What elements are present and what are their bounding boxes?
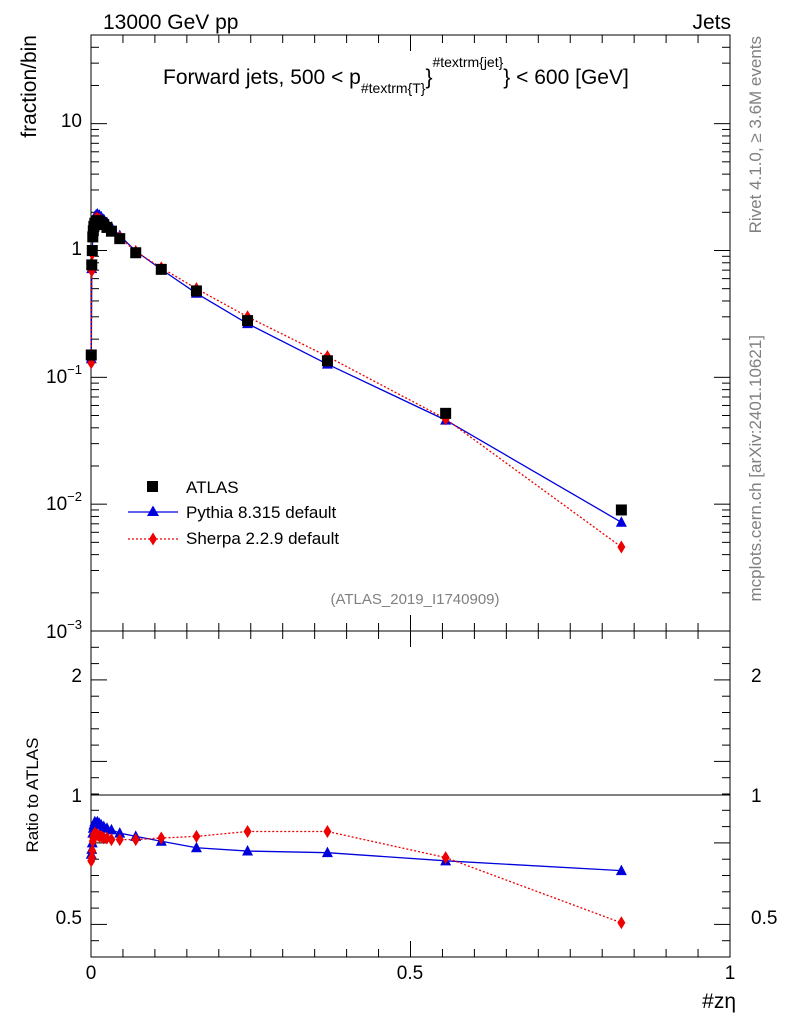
ratio-series-group [85, 815, 627, 930]
atlas-point-2 [86, 244, 98, 256]
y-tick-label-1: 1 [71, 239, 82, 260]
ratio-sherpa-point-18 [243, 824, 252, 838]
ratio-sherpa-point-2 [88, 844, 97, 858]
y-tick-label-1e-2: 10−2 [46, 489, 82, 515]
x-tick-label-0: 0 [86, 963, 97, 984]
ratio-pythia-point-13 [105, 823, 117, 835]
y-tick-label-1e-3: 10−3 [46, 617, 82, 643]
ratio-tick-label-2-right: 2 [751, 666, 762, 687]
x-tick-label-1: 1 [725, 963, 736, 984]
ratio-pythia-point-14 [114, 827, 126, 838]
ratio-panel-frame [90, 630, 731, 958]
chart-title-end: } < 600 [GeV] [503, 66, 629, 89]
atlas-point-20 [440, 407, 452, 419]
ratio-sherpa-point-21 [617, 916, 626, 930]
ratio-pythia-point-19 [321, 846, 333, 858]
y-tick-label-10: 10 [61, 111, 82, 132]
rivet-version-label: Rivet 4.1.0, ≥ 3.6M events [746, 36, 765, 233]
atlas-point-1 [86, 259, 98, 271]
y-tick-label-1e-1: 10−1 [46, 362, 82, 388]
atlas-point-18 [242, 315, 254, 327]
legend: ATLAS Pythia 8.315 default Sherpa 2.2.9 … [128, 478, 339, 548]
ratio-tick-label-1-left: 1 [71, 786, 82, 807]
sherpa-line [90, 217, 622, 548]
pythia-point-21 [615, 516, 627, 527]
x-tick-label-05: 0.5 [397, 963, 423, 984]
legend-atlas-marker [147, 481, 158, 492]
ratio-sherpa-point-20 [441, 851, 450, 865]
atlas-point-3 [87, 231, 99, 243]
header-energy-label: 13000 GeV pp [103, 11, 238, 34]
x-tick-labels: 0 0.5 1 [86, 963, 736, 984]
legend-atlas-label: ATLAS [186, 478, 239, 497]
analysis-watermark: (ATLAS_2019_I1740909) [330, 591, 499, 608]
legend-sherpa-label: Sherpa 2.2.9 default [186, 529, 339, 548]
sherpa-point-21 [617, 540, 626, 554]
atlas-point-0 [85, 349, 97, 361]
x-axis-label: #zη [702, 990, 736, 1013]
ratio-sherpa-point-17 [192, 829, 201, 843]
atlas-point-16 [155, 263, 167, 275]
main-y-axis-label: fraction/bin [18, 35, 41, 138]
ratio-pythia-point-18 [242, 845, 254, 856]
atlas-point-21 [615, 504, 627, 516]
ratio-y-axis-label: Ratio to ATLAS [23, 738, 42, 853]
main-y-tick-labels: 10−3 10−2 10−1 1 10 [46, 111, 82, 643]
atlas-point-15 [130, 247, 142, 259]
ratio-sherpa-point-19 [323, 824, 332, 838]
legend-pythia-label: Pythia 8.315 default [186, 503, 337, 522]
header-category-label: Jets [692, 11, 731, 34]
ratio-sherpa-line [90, 830, 622, 924]
pythia-line [90, 213, 622, 523]
chart-title-superscript: #textrm{jet} [432, 54, 503, 70]
chart-title: Forward jets, 500 < p#textrm{T}}#textrm{… [163, 54, 629, 96]
main-panel-ticks [90, 34, 731, 632]
chart-title-subscript: #textrm{T} [361, 80, 426, 96]
atlas-point-17 [190, 285, 202, 297]
ratio-pythia-line [90, 820, 622, 872]
ratio-sherpa-point-13 [107, 833, 116, 847]
ratio-panel-ticks [90, 630, 731, 958]
legend-sherpa-marker [149, 532, 157, 546]
ratio-tick-label-1-right: 1 [751, 786, 762, 807]
main-series-group [85, 207, 627, 554]
ratio-y-tick-labels: 2 1 0.5 2 1 0.5 [56, 666, 778, 929]
ratio-tick-label-05-left: 0.5 [56, 908, 82, 929]
ratio-sherpa-point-15 [131, 833, 140, 847]
atlas-point-13 [105, 225, 117, 237]
ratio-sherpa-point-16 [157, 831, 166, 845]
ratio-tick-label-05-right: 0.5 [751, 908, 777, 929]
chart-title-main: Forward jets, 500 < p [163, 66, 361, 89]
atlas-point-14 [114, 233, 126, 245]
ratio-pythia-point-17 [190, 841, 202, 853]
mcplots-reference-label: mcplots.cern.ch [arXiv:2401.10621] [746, 335, 765, 601]
ratio-pythia-point-21 [615, 864, 627, 876]
legend-pythia-marker [147, 505, 159, 516]
atlas-point-19 [321, 355, 333, 367]
ratio-tick-label-2-left: 2 [71, 666, 82, 687]
chart-title-close-sub: } [425, 66, 432, 89]
ratio-sherpa-point-14 [115, 833, 124, 847]
